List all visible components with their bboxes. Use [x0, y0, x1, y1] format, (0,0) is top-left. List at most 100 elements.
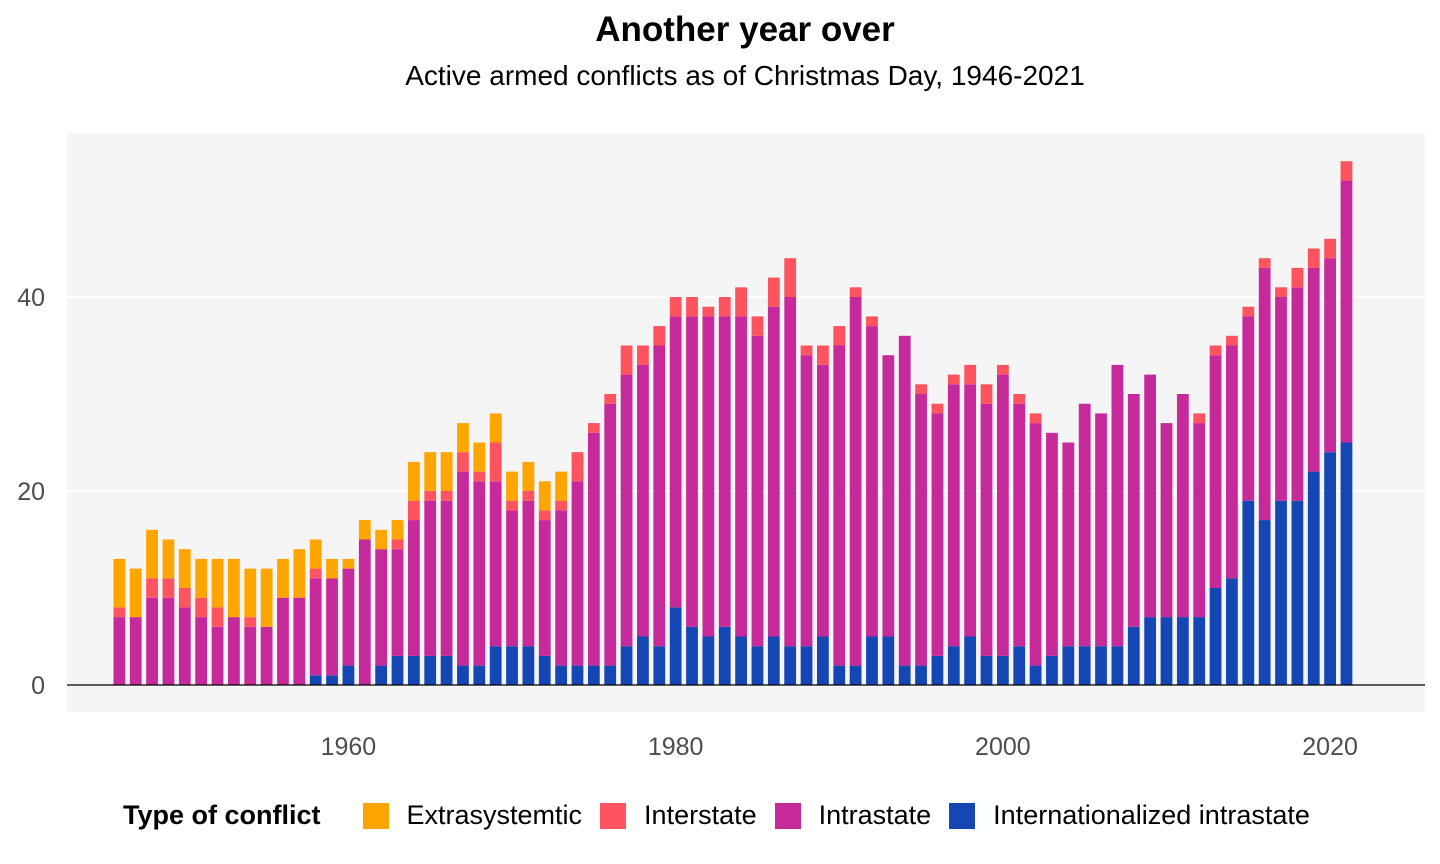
- legend-swatch-extrasystemic: [362, 802, 389, 829]
- bar-1986-interstate: [767, 277, 780, 307]
- bar-1973-internationalized-intrastate: [555, 665, 568, 685]
- bar-1967-intrastate: [457, 471, 469, 666]
- legend-swatch-internationalized-intrastate: [949, 802, 976, 829]
- bar-1992-intrastate: [866, 326, 878, 637]
- bar-1967-internationalized-intrastate: [457, 665, 469, 685]
- bar-1963-intrastate: [391, 549, 404, 656]
- bar-1954-extrasystemtic: [244, 568, 257, 618]
- bar-1946-intrastate: [113, 617, 126, 685]
- bar-1987-internationalized-intrastate: [784, 646, 797, 685]
- bar-1951-intrastate: [195, 617, 208, 685]
- chart-title: Another year over: [595, 10, 895, 49]
- bar-1953-extrasystemtic: [228, 558, 240, 618]
- bar-1971-internationalized-intrastate: [522, 646, 535, 685]
- legend: Type of conflict Extrasystemtic Intersta…: [123, 800, 1328, 831]
- bar-1996-interstate: [931, 403, 944, 414]
- bar-2001-intrastate: [1013, 403, 1026, 647]
- y-tick-label-0: 0: [31, 672, 45, 700]
- bar-1989-internationalized-intrastate: [817, 636, 829, 685]
- bar-1973-interstate: [555, 500, 568, 511]
- bar-2013-intrastate: [1209, 355, 1222, 588]
- bar-2006-internationalized-intrastate: [1095, 646, 1107, 685]
- bar-1995-interstate: [915, 384, 927, 394]
- bar-2002-intrastate: [1029, 423, 1042, 666]
- bar-1950-intrastate: [178, 607, 191, 685]
- bar-1962-internationalized-intrastate: [375, 665, 388, 685]
- bar-1988-internationalized-intrastate: [800, 646, 813, 685]
- bar-1949-intrastate: [162, 597, 175, 685]
- bar-1987-intrastate: [784, 297, 797, 647]
- bar-2000-intrastate: [996, 374, 1009, 656]
- bar-1999-interstate: [980, 384, 993, 404]
- y-axis-ticks: 0 20 40: [17, 284, 45, 700]
- bar-1958-interstate: [309, 568, 322, 579]
- bar-1957-intrastate: [293, 597, 306, 685]
- bar-1964-extrasystemtic: [407, 461, 420, 501]
- bar-1951-interstate: [195, 597, 208, 618]
- bar-2008-intrastate: [1127, 394, 1140, 627]
- bar-1996-intrastate: [931, 413, 944, 656]
- bar-1998-intrastate: [964, 384, 977, 637]
- bar-1983-internationalized-intrastate: [718, 626, 731, 685]
- bar-2009-internationalized-intrastate: [1144, 617, 1157, 685]
- bar-1959-internationalized-intrastate: [326, 675, 338, 685]
- bar-1958-intrastate: [309, 578, 322, 676]
- bar-1994-intrastate: [898, 335, 911, 666]
- bar-1948-interstate: [146, 578, 158, 598]
- bar-1998-internationalized-intrastate: [964, 636, 977, 685]
- bar-1991-intrastate: [849, 297, 862, 666]
- bar-1997-interstate: [947, 374, 960, 385]
- bar-1984-interstate: [735, 287, 747, 317]
- bar-1982-internationalized-intrastate: [702, 636, 715, 685]
- bar-1959-intrastate: [326, 578, 338, 676]
- bar-1965-interstate: [424, 491, 437, 501]
- bar-1987-interstate: [784, 258, 797, 297]
- bar-1957-extrasystemtic: [293, 549, 306, 598]
- bar-2009-intrastate: [1144, 374, 1157, 618]
- bar-1949-extrasystemtic: [162, 539, 175, 579]
- bar-1993-intrastate: [882, 355, 895, 637]
- bar-1967-extrasystemtic: [457, 423, 469, 453]
- bar-1974-interstate: [571, 452, 584, 482]
- bar-1994-internationalized-intrastate: [898, 665, 911, 685]
- bar-1985-intrastate: [751, 335, 764, 647]
- bar-2015-intrastate: [1242, 316, 1255, 501]
- bar-1956-extrasystemtic: [277, 558, 289, 598]
- legend-title: Type of conflict: [123, 800, 321, 830]
- bar-1970-intrastate: [506, 510, 518, 647]
- bar-1972-interstate: [538, 510, 551, 521]
- bar-1980-intrastate: [669, 316, 682, 608]
- legend-label-extrasystemic: Extrasystemtic: [406, 800, 583, 830]
- bar-1981-interstate: [686, 297, 698, 317]
- bar-1960-internationalized-intrastate: [342, 665, 355, 685]
- bar-1985-interstate: [751, 316, 764, 336]
- bar-1946-interstate: [113, 607, 126, 618]
- bar-1991-internationalized-intrastate: [849, 665, 862, 685]
- bar-1993-internationalized-intrastate: [882, 636, 895, 685]
- bar-2000-internationalized-intrastate: [996, 655, 1009, 685]
- bar-1962-extrasystemtic: [375, 529, 388, 550]
- bar-2000-interstate: [996, 364, 1009, 375]
- bar-2014-internationalized-intrastate: [1226, 578, 1238, 685]
- bar-2021-internationalized-intrastate: [1340, 442, 1353, 685]
- bar-1948-extrasystemtic: [146, 529, 158, 579]
- bar-2018-internationalized-intrastate: [1291, 500, 1304, 685]
- bar-1963-extrasystemtic: [391, 520, 404, 540]
- bar-1965-intrastate: [424, 500, 437, 656]
- bar-1968-interstate: [473, 471, 486, 482]
- bar-2018-interstate: [1291, 267, 1304, 288]
- y-tick-label-40: 40: [17, 284, 45, 312]
- bar-1963-interstate: [391, 539, 404, 550]
- bar-1961-extrasystemtic: [358, 520, 371, 540]
- bar-2012-interstate: [1193, 413, 1206, 424]
- bar-1964-interstate: [407, 500, 420, 521]
- bar-1955-intrastate: [260, 626, 273, 685]
- bar-1978-intrastate: [637, 364, 649, 637]
- bar-1999-internationalized-intrastate: [980, 655, 993, 685]
- bar-1960-intrastate: [342, 568, 355, 666]
- bar-1989-interstate: [817, 345, 829, 365]
- bar-1975-interstate: [587, 423, 600, 433]
- bar-1977-internationalized-intrastate: [620, 646, 633, 685]
- bar-2002-interstate: [1029, 413, 1042, 424]
- bar-1998-interstate: [964, 364, 977, 385]
